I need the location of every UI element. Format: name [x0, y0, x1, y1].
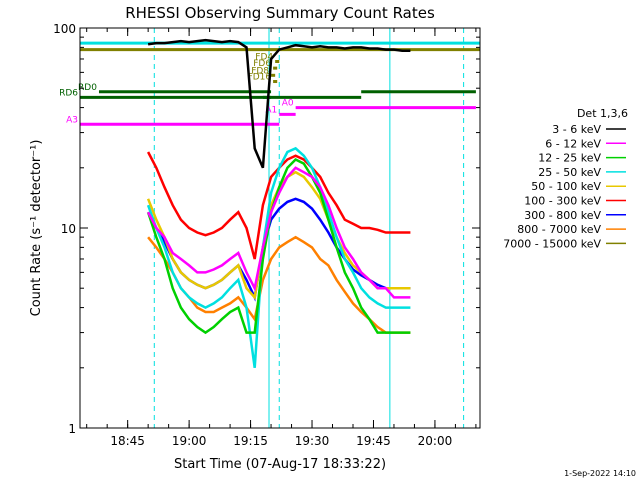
- x-tick-label: 19:30: [295, 434, 330, 448]
- legend-entry-label: 6 - 12 keV: [545, 137, 601, 150]
- legend-entry-label: 50 - 100 keV: [531, 180, 601, 193]
- flag-bar-label: FD16: [248, 73, 272, 83]
- flag-bar-label: RD0: [78, 83, 97, 93]
- series-line: [146, 157, 411, 335]
- flag-bar-label: A3: [66, 115, 78, 125]
- y-tick-label: 100: [53, 22, 76, 36]
- y-axis-label: Count Rate (s⁻¹ detector⁻¹): [29, 140, 44, 317]
- flag-bar-label: FD4: [255, 52, 273, 62]
- x-axis-label: Start Time (07-Aug-17 18:33:22): [174, 457, 386, 472]
- legend-entry-label: 3 - 6 keV: [552, 123, 601, 136]
- legend-entry-label: 7000 - 15000 keV: [503, 237, 601, 250]
- legend-title: Det 1,3,6: [577, 107, 628, 120]
- chart-title: RHESSI Observing Summary Count Rates: [125, 4, 435, 22]
- legend-entry-label: 25 - 50 keV: [538, 166, 601, 179]
- flag-bar-label: FD6: [253, 59, 271, 69]
- flag-bar-label: RD6: [59, 88, 78, 98]
- legend-entry-label: 300 - 800 keV: [524, 209, 601, 222]
- x-tick-label: 19:00: [172, 434, 207, 448]
- plot-frame: [79, 27, 481, 429]
- series-line: [146, 146, 411, 368]
- x-tick-label: 20:00: [418, 434, 453, 448]
- y-tick-label: 1: [68, 422, 76, 436]
- x-tick-label: 18:45: [110, 434, 145, 448]
- y-tick-label: 10: [61, 222, 76, 236]
- flag-bar-label: A0: [282, 99, 294, 109]
- date-stamp: 1-Sep-2022 14:10: [564, 469, 636, 478]
- flag-bar-label: FD8: [251, 66, 269, 76]
- series-line: [147, 38, 411, 169]
- series-line: [146, 166, 411, 299]
- legend-entry-label: 100 - 300 keV: [524, 195, 601, 208]
- legend-entry-label: 12 - 25 keV: [538, 152, 601, 165]
- flag-bar-label: A1: [265, 105, 277, 115]
- x-tick-label: 19:45: [356, 434, 391, 448]
- legend-entry-label: 800 - 7000 keV: [517, 223, 601, 236]
- x-tick-label: 19:15: [233, 434, 268, 448]
